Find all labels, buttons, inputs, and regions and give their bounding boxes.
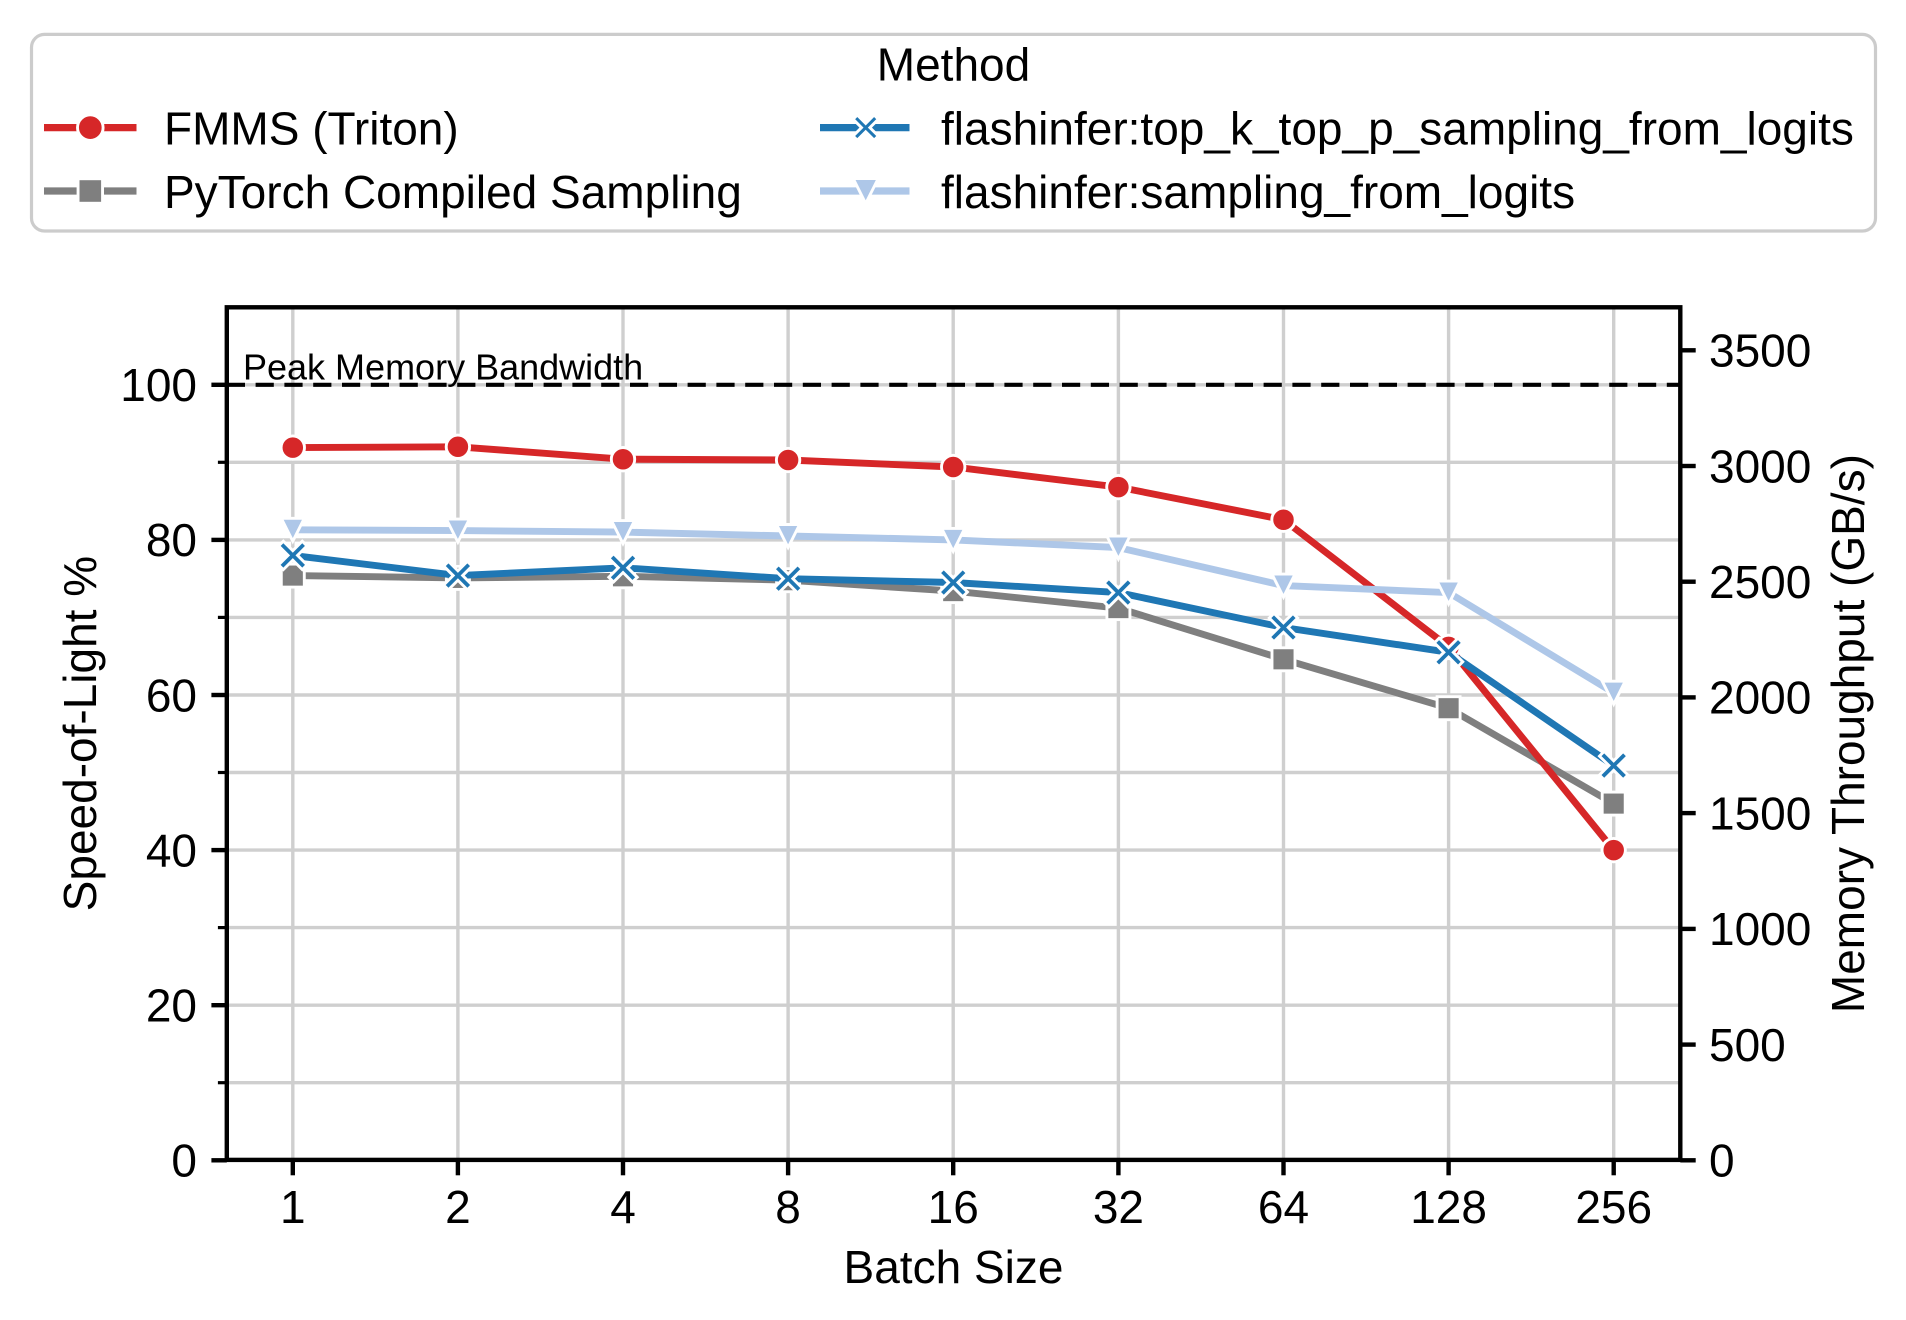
svg-text:3000: 3000 (1709, 440, 1811, 492)
svg-text:Speed-of-Light %: Speed-of-Light % (54, 556, 106, 911)
svg-text:500: 500 (1709, 1019, 1786, 1071)
svg-text:4: 4 (610, 1181, 636, 1233)
svg-text:Batch Size: Batch Size (844, 1241, 1064, 1293)
svg-text:16: 16 (928, 1181, 979, 1233)
svg-text:0: 0 (1709, 1135, 1735, 1187)
svg-text:2: 2 (445, 1181, 471, 1233)
svg-text:20: 20 (146, 980, 197, 1032)
svg-text:1000: 1000 (1709, 903, 1811, 955)
svg-text:Method: Method (877, 38, 1030, 90)
svg-text:40: 40 (146, 824, 197, 876)
svg-text:60: 60 (146, 669, 197, 721)
svg-text:80: 80 (146, 514, 197, 566)
svg-text:PyTorch Compiled Sampling: PyTorch Compiled Sampling (164, 166, 742, 218)
svg-text:100: 100 (120, 359, 197, 411)
svg-text:flashinfer:sampling_from_logit: flashinfer:sampling_from_logits (941, 166, 1575, 218)
svg-text:3500: 3500 (1709, 325, 1811, 377)
svg-text:0: 0 (171, 1135, 197, 1187)
svg-text:2000: 2000 (1709, 672, 1811, 724)
svg-text:256: 256 (1575, 1181, 1652, 1233)
svg-text:32: 32 (1093, 1181, 1144, 1233)
svg-text:1500: 1500 (1709, 787, 1811, 839)
svg-text:64: 64 (1258, 1181, 1309, 1233)
svg-text:flashinfer:top_k_top_p_samplin: flashinfer:top_k_top_p_sampling_from_log… (941, 102, 1854, 154)
svg-text:Memory Throughput (GB/s): Memory Throughput (GB/s) (1822, 454, 1874, 1013)
svg-text:1: 1 (280, 1181, 306, 1233)
svg-text:FMMS (Triton): FMMS (Triton) (164, 102, 459, 154)
svg-text:128: 128 (1410, 1181, 1487, 1233)
svg-text:Peak Memory Bandwidth: Peak Memory Bandwidth (243, 347, 643, 388)
svg-text:8: 8 (775, 1181, 801, 1233)
svg-text:2500: 2500 (1709, 556, 1811, 608)
